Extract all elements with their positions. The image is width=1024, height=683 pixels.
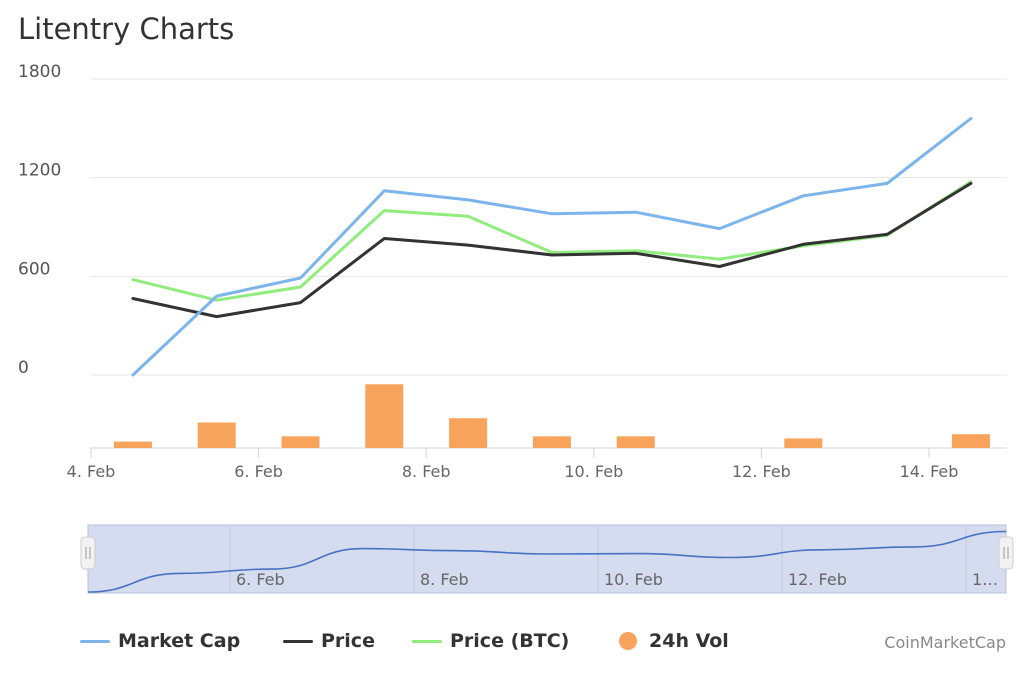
volume-bar xyxy=(197,422,236,448)
volume-bar xyxy=(365,384,404,448)
market-cap-line xyxy=(131,117,973,377)
x-tick-label: 14. Feb xyxy=(900,462,959,481)
price-btc-line xyxy=(131,180,973,302)
navigator-right-handle[interactable] xyxy=(998,536,1014,570)
volume-bar xyxy=(281,436,320,448)
legend-price-line-icon xyxy=(283,639,313,643)
navigator-left-handle-grip xyxy=(80,536,96,570)
navigator-selection xyxy=(87,524,1007,594)
credits-link[interactable]: CoinMarketCap xyxy=(884,633,1006,652)
legend-market-cap-label: Market Cap xyxy=(118,630,241,652)
x-tick-label: 10. Feb xyxy=(564,462,623,481)
volume-bar xyxy=(113,441,152,448)
volume-bar xyxy=(616,436,655,448)
navigator-tick-label: 6. Feb xyxy=(236,570,285,589)
legend-price-btc-line-icon xyxy=(412,639,442,643)
y-tick-label: 1200 xyxy=(18,161,61,181)
navigator-series-line xyxy=(87,530,1007,593)
legend-price-label: Price xyxy=(321,630,375,652)
legend-item-market-cap[interactable]: Market Cap xyxy=(80,630,240,652)
volume-bar xyxy=(449,418,488,448)
legend-volume-dot-icon xyxy=(619,632,637,650)
legend-price-btc-label: Price (BTC) xyxy=(450,630,570,652)
legend-volume-label: 24h Vol xyxy=(649,630,729,652)
y-tick-label: 1800 xyxy=(18,62,61,82)
legend-item-price[interactable]: Price xyxy=(283,630,375,652)
x-tick-label: 8. Feb xyxy=(402,462,451,481)
navigator-tick-label: 12. Feb xyxy=(788,570,847,589)
volume-bar xyxy=(532,436,571,448)
x-tick-label: 4. Feb xyxy=(67,462,116,481)
navigator-tick-label: 1… xyxy=(972,570,998,589)
navigator-left-handle[interactable] xyxy=(80,536,96,570)
x-tick-label: 12. Feb xyxy=(732,462,791,481)
legend-market-cap-line-icon xyxy=(80,639,110,643)
chart-title: Litentry Charts xyxy=(18,12,235,46)
x-tick-label: 6. Feb xyxy=(234,462,283,481)
navigator-tick-label: 8. Feb xyxy=(420,570,469,589)
volume-bar xyxy=(951,434,990,448)
navigator-right-handle-grip xyxy=(998,536,1014,570)
price-line xyxy=(131,181,973,319)
volume-bar xyxy=(784,438,823,448)
legend-item-volume[interactable]: 24h Vol xyxy=(619,630,729,652)
y-tick-label: 0 xyxy=(18,358,29,378)
legend-item-price-btc[interactable]: Price (BTC) xyxy=(412,630,569,652)
y-tick-label: 600 xyxy=(18,259,50,279)
navigator-tick-label: 10. Feb xyxy=(604,570,663,589)
